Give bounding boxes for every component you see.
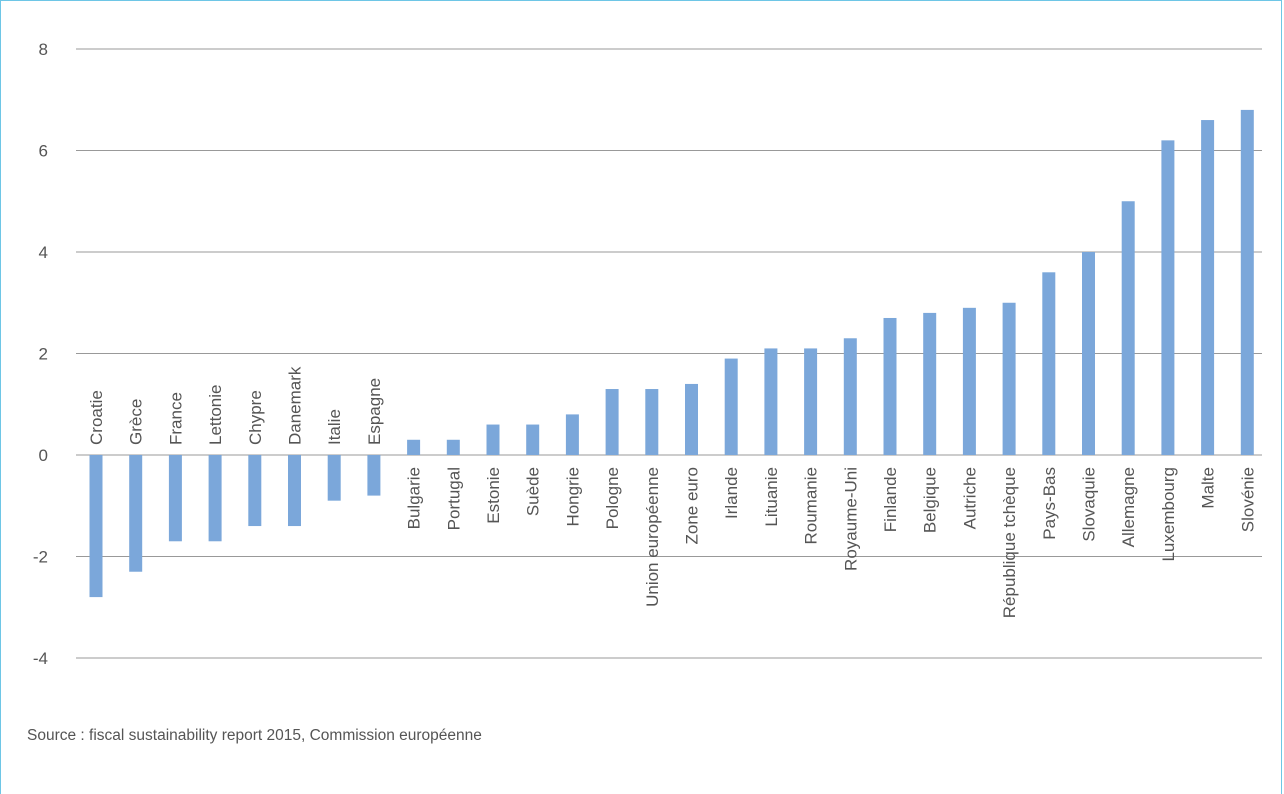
- category-label: Slovénie: [1238, 467, 1257, 532]
- bar: [645, 389, 659, 455]
- y-tick-label: 8: [39, 40, 48, 59]
- bar: [168, 455, 182, 542]
- bar: [804, 348, 818, 455]
- y-tick-label: 0: [39, 446, 48, 465]
- bar: [1240, 109, 1254, 456]
- category-label: Danemark: [286, 366, 305, 445]
- category-label: Luxembourg: [1159, 467, 1178, 562]
- bar: [565, 414, 579, 455]
- y-axis-tick-labels: -4 -2 0 2 4 6 8: [33, 40, 48, 668]
- bar: [89, 455, 103, 598]
- category-label: Allemagne: [1119, 467, 1138, 547]
- category-label: Roumanie: [802, 467, 821, 545]
- category-label: Belgique: [921, 467, 940, 533]
- y-tick-label: 2: [39, 345, 48, 364]
- bar: [327, 455, 341, 501]
- category-label: Pologne: [603, 467, 622, 529]
- bar: [208, 455, 222, 542]
- category-labels: Croatie Grèce France Lettonie Chypre Danemark…: [87, 366, 1257, 618]
- category-label: Italie: [325, 409, 344, 445]
- bar: [962, 307, 976, 455]
- bar: [1082, 252, 1095, 455]
- gridlines: [76, 48, 1262, 659]
- y-tick-label: -2: [33, 548, 48, 567]
- category-label: Slovaquie: [1080, 467, 1099, 542]
- source-note: Source : fiscal sustainability report 20…: [27, 727, 482, 744]
- bar: [407, 439, 421, 455]
- bar: [1121, 201, 1135, 455]
- category-label: Pays-Bas: [1040, 467, 1059, 540]
- bar: [526, 424, 540, 455]
- category-label: Estonie: [484, 467, 503, 524]
- category-label: Finlande: [881, 467, 900, 532]
- bar: [1042, 272, 1056, 455]
- bar: [843, 338, 857, 455]
- category-label: Suède: [524, 467, 543, 516]
- category-label: Espagne: [365, 378, 384, 445]
- bar: [367, 455, 381, 496]
- bar: [764, 348, 778, 455]
- category-label: Lettonie: [206, 385, 225, 446]
- category-label: Autriche: [960, 467, 979, 529]
- y-tick-label: 4: [39, 243, 48, 262]
- category-label: Portugal: [444, 467, 463, 530]
- bar: [724, 358, 738, 455]
- bar: [605, 389, 619, 455]
- bars: [89, 109, 1254, 598]
- bar: [1002, 302, 1016, 455]
- bar: [923, 312, 937, 455]
- bar: [446, 439, 460, 455]
- category-label: Lituanie: [762, 467, 781, 527]
- category-label: Chypre: [246, 390, 265, 445]
- bar: [129, 455, 143, 572]
- category-label: Hongrie: [563, 467, 582, 527]
- bar: [288, 455, 301, 527]
- bar: [1201, 120, 1215, 456]
- y-tick-label: -4: [33, 649, 48, 668]
- category-label: Zone euro: [683, 467, 702, 545]
- bar: [486, 424, 500, 455]
- bar: [883, 317, 897, 455]
- category-label: Union européenne: [643, 467, 662, 607]
- category-label: France: [166, 392, 185, 445]
- category-label: Bulgarie: [405, 467, 424, 529]
- category-label: Royaume-Uni: [841, 467, 860, 571]
- category-label: Grèce: [127, 399, 146, 445]
- bar: [248, 455, 262, 527]
- category-label: République tchèque: [1000, 467, 1019, 618]
- category-label: Croatie: [87, 390, 106, 445]
- y-tick-label: 6: [39, 142, 48, 161]
- category-label: Malte: [1199, 467, 1218, 509]
- category-label: Irlande: [722, 467, 741, 519]
- bar: [685, 383, 698, 455]
- bar: [1161, 140, 1175, 455]
